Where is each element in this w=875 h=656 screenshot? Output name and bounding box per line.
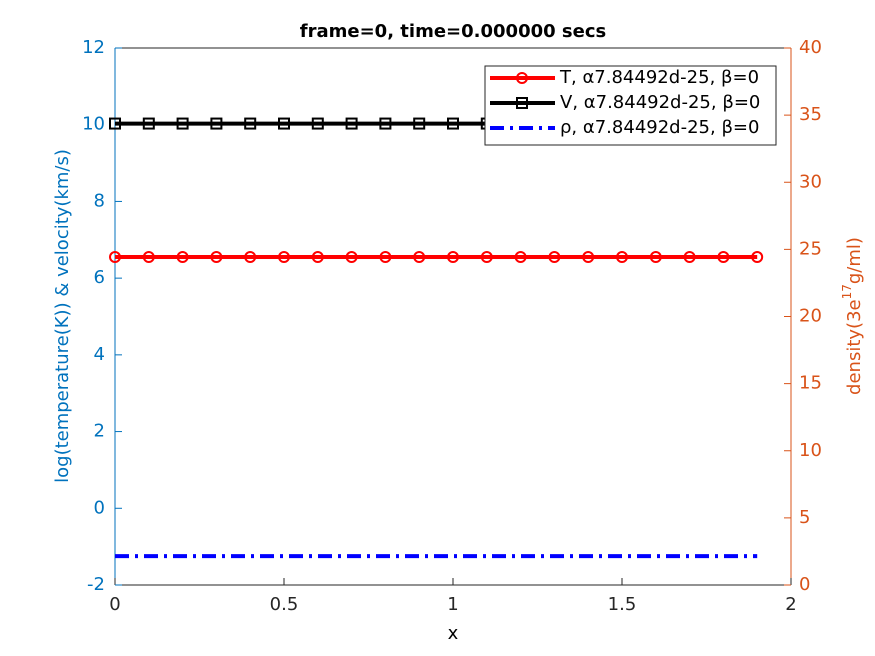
- marker: [109, 251, 121, 264]
- marker: [616, 251, 628, 264]
- marker: [142, 117, 155, 130]
- marker: [516, 97, 528, 109]
- marker: [244, 251, 257, 264]
- marker: [379, 117, 392, 130]
- marker: [210, 117, 223, 130]
- marker: [176, 117, 189, 130]
- y2-tick-label: 35: [799, 104, 822, 125]
- marker: [751, 251, 764, 264]
- x-tick-label: 0: [109, 594, 120, 615]
- x-tick-label: 2: [785, 594, 796, 615]
- y2-tick-label: 15: [799, 373, 822, 394]
- marker: [278, 117, 290, 130]
- chart-title: frame=0, time=0.000000 secs: [300, 21, 606, 42]
- marker: [480, 251, 493, 264]
- marker: [176, 251, 189, 264]
- y2-axis-label: density(3e17g/ml): [840, 237, 866, 395]
- y2-tick-label: 40: [799, 37, 822, 58]
- marker: [311, 117, 324, 130]
- marker: [311, 251, 324, 264]
- legend-label: T, α7.84492d-25, β=0: [559, 67, 759, 88]
- y-tick-label: -2: [87, 574, 105, 595]
- y-axis-label: log(temperature(K)) & velocity(km/s): [52, 149, 73, 483]
- marker: [345, 117, 358, 130]
- x-tick-label: 1.5: [608, 594, 637, 615]
- y-tick-label: 6: [94, 267, 105, 288]
- marker: [379, 251, 392, 264]
- y2-tick-label: 5: [799, 507, 810, 528]
- marker: [109, 117, 121, 130]
- legend-label: V, α7.84492d-25, β=0: [560, 92, 760, 113]
- y2-label-sup: 17: [840, 284, 854, 299]
- y2-tick-label: 20: [799, 306, 822, 327]
- y2-label-text: density(3e: [844, 299, 865, 395]
- x-tick-label: 1: [447, 594, 458, 615]
- marker: [582, 251, 595, 264]
- marker: [649, 251, 662, 264]
- marker: [345, 251, 358, 264]
- y-tick-label: 8: [94, 190, 105, 211]
- y2-tick-label: 10: [799, 440, 822, 461]
- x-tick-label: 0.5: [270, 594, 299, 615]
- marker: [142, 251, 155, 264]
- y-tick-label: 2: [94, 421, 105, 442]
- x-axis-label: x: [448, 623, 459, 644]
- y2-label-tail: g/ml): [844, 237, 865, 284]
- marker: [447, 117, 459, 130]
- marker: [244, 117, 257, 130]
- y-tick-label: 12: [82, 37, 105, 58]
- y2-tick-label: 0: [799, 574, 810, 595]
- y-tick-label: 0: [94, 497, 105, 518]
- marker: [413, 251, 426, 264]
- marker: [514, 251, 527, 264]
- y2-tick-label: 30: [799, 171, 822, 192]
- y-tick-label: 10: [82, 114, 105, 135]
- marker: [278, 251, 290, 264]
- marker: [210, 251, 223, 264]
- marker: [413, 117, 426, 130]
- y-tick-label: 4: [94, 344, 105, 365]
- marker: [516, 72, 528, 84]
- marker: [548, 251, 561, 264]
- legend-label: ρ, α7.84492d-25, β=0: [560, 117, 759, 138]
- marker: [717, 251, 730, 264]
- marker: [447, 251, 459, 264]
- marker: [683, 251, 696, 264]
- y2-tick-label: 25: [799, 238, 822, 259]
